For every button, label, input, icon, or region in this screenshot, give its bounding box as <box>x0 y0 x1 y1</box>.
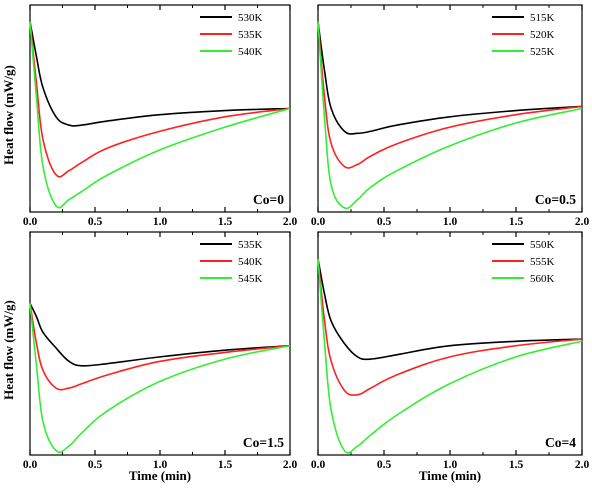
series-line-520K <box>317 21 583 169</box>
x-tick-label: 0.0 <box>311 459 326 471</box>
series-line-535K <box>29 21 291 178</box>
legend-label: 540K <box>238 256 263 268</box>
series-line-540K <box>29 21 291 209</box>
x-tick-label: 0.5 <box>88 459 103 471</box>
legend-label: 545K <box>238 273 263 285</box>
series-line-540K <box>29 303 291 391</box>
series-line-535K <box>29 303 291 367</box>
x-tick-label: 0.5 <box>88 216 103 228</box>
x-tick-label: 2.0 <box>575 216 590 228</box>
x-tick-label: 1.0 <box>443 459 458 471</box>
panel-label: Co=0 <box>253 192 284 207</box>
x-tick-label: 1.0 <box>153 459 168 471</box>
legend-label: 550K <box>530 239 555 251</box>
x-tick-label: 1.5 <box>509 459 524 471</box>
panel-co-0: 0.0 0.5 1.0 1.5 2.0 530K 535K 540K Co=0 <box>23 4 298 228</box>
panel-label: Co=0.5 <box>535 192 576 207</box>
legend-label: 560K <box>530 273 555 285</box>
legend-label: 555K <box>530 256 555 268</box>
series-line-525K <box>317 21 583 210</box>
series-line-515K <box>317 21 583 135</box>
y-axis-title-bottom: Heat flow (mW/g) <box>1 300 16 400</box>
y-axis-title-top: Heat flow (mW/g) <box>1 65 16 165</box>
x-tick-label: 1.0 <box>443 216 458 228</box>
panel-label: Co=4 <box>545 435 576 450</box>
series-line-555K <box>317 258 583 396</box>
x-tick-label: 0.5 <box>377 459 392 471</box>
legend-label: 525K <box>530 46 555 58</box>
series-line-530K <box>29 21 291 127</box>
legend-label: 515K <box>530 12 555 24</box>
series-line-560K <box>317 258 583 454</box>
x-axis-title-left: Time (min) <box>129 468 191 483</box>
x-tick-label: 2.0 <box>283 459 298 471</box>
x-tick-label: 2.0 <box>283 216 298 228</box>
x-axis-title-right: Time (min) <box>419 468 481 483</box>
legend-label: 540K <box>238 46 263 58</box>
x-tick-label: 1.0 <box>153 216 168 228</box>
x-tick-label: 1.5 <box>218 459 233 471</box>
panel-co-0-5: 0.0 0.5 1.0 1.5 2.0 515K 520K 525K Co=0.5 <box>311 4 590 228</box>
series-line-545K <box>29 303 291 453</box>
legend-label: 530K <box>238 12 263 24</box>
panel-co-4: 0.0 0.5 1.0 1.5 2.0 550K 555K 560K Co=4 <box>311 231 590 471</box>
x-tick-label: 1.5 <box>509 216 524 228</box>
legend-label: 535K <box>238 239 263 251</box>
x-tick-label: 2.0 <box>575 459 590 471</box>
panel-label: Co=1.5 <box>243 435 284 450</box>
x-tick-label: 0.0 <box>311 216 326 228</box>
legend-label: 520K <box>530 29 555 41</box>
series-line-550K <box>317 258 583 361</box>
x-tick-label: 1.5 <box>218 216 233 228</box>
panel-co-1-5: 0.0 0.5 1.0 1.5 2.0 535K 540K 545K Co=1.5 <box>23 231 298 471</box>
legend-label: 535K <box>238 29 263 41</box>
x-tick-label: 0.0 <box>23 459 38 471</box>
x-tick-label: 0.5 <box>377 216 392 228</box>
x-tick-label: 0.0 <box>23 216 38 228</box>
